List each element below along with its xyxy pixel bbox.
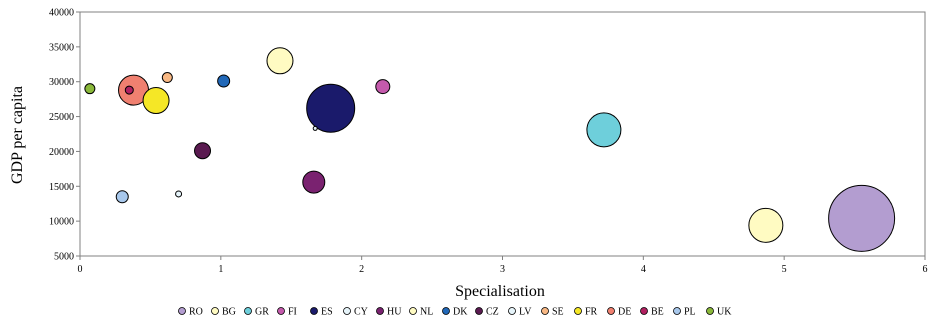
legend-marker (310, 307, 318, 315)
bubbles (84, 47, 896, 252)
legend: RO BG GR FI ES CY HU NL DK CZ LV SE FR DE BE PL UK (178, 307, 732, 318)
legend-marker (475, 307, 483, 315)
x-tick-label: 0 (78, 264, 83, 275)
legend-label: DK (453, 307, 468, 318)
tick-labels: 0 1 2 3 4 5 6 5000 10000 15000 20000 25000 30000 3500… (49, 8, 928, 276)
legend-item-nl: NL (409, 307, 433, 318)
legend-item-cy: CY (343, 307, 368, 318)
legend-label: UK (717, 307, 732, 318)
legend-item-hu: HU (376, 307, 402, 318)
legend-marker (277, 307, 285, 315)
bubble-lv (175, 190, 183, 198)
bubble-fi (375, 79, 391, 95)
x-axis-title: Specialisation (455, 283, 545, 300)
bubble-bg (748, 207, 784, 243)
legend-marker (442, 307, 450, 315)
y-tick-label: 10000 (49, 217, 74, 228)
legend-label: DE (618, 307, 631, 318)
legend-label: CZ (486, 307, 499, 318)
legend-marker (178, 307, 186, 315)
y-axis-title: GDP per capita (9, 86, 26, 184)
legend-item-pl: PL (673, 307, 696, 318)
bubble-cz (194, 142, 212, 160)
y-tick-label: 30000 (49, 77, 74, 88)
legend-label: HU (387, 307, 402, 318)
legend-item-fi: FI (277, 307, 297, 318)
y-tick-label: 5000 (54, 252, 74, 263)
legend-marker (409, 307, 417, 315)
y-tick-label: 35000 (49, 42, 74, 53)
legend-marker (706, 307, 714, 315)
x-tick-label: 6 (923, 264, 928, 275)
y-tick-label: 25000 (49, 112, 74, 123)
bubble-gr (586, 112, 622, 148)
legend-marker (574, 307, 582, 315)
legend-marker (244, 307, 252, 315)
y-tick-label: 15000 (49, 182, 74, 193)
legend-label: GR (255, 307, 269, 318)
axes (76, 11, 926, 260)
x-tick-label: 2 (359, 264, 364, 275)
legend-item-cz: CZ (475, 307, 499, 318)
legend-label: SE (552, 307, 564, 318)
legend-item-de: DE (607, 307, 631, 318)
legend-label: BG (222, 307, 236, 318)
legend-label: NL (420, 307, 433, 318)
y-tick-label: 20000 (49, 147, 74, 158)
legend-item-fr: FR (574, 307, 598, 318)
legend-marker (541, 307, 549, 315)
bubble-se (161, 72, 173, 84)
legend-label: RO (189, 307, 203, 318)
y-tick-label: 40000 (49, 8, 74, 19)
legend-item-lv: LV (508, 307, 532, 318)
legend-marker (673, 307, 681, 315)
bubble-nl (266, 47, 294, 75)
bubble-be (124, 85, 134, 95)
legend-item-se: SE (541, 307, 564, 318)
legend-marker (508, 307, 516, 315)
bubble-es (306, 83, 356, 133)
bubble-dk (217, 74, 231, 88)
legend-marker (640, 307, 648, 315)
legend-item-ro: RO (178, 307, 203, 318)
x-tick-label: 5 (782, 264, 787, 275)
legend-marker (211, 307, 219, 315)
legend-marker (343, 307, 351, 315)
x-tick-label: 1 (218, 264, 223, 275)
x-tick-label: 3 (500, 264, 505, 275)
bubble-hu (302, 170, 326, 194)
legend-item-uk: UK (706, 307, 732, 318)
legend-label: BE (651, 307, 664, 318)
plot-area-border (79, 11, 926, 257)
bubble-pl (115, 190, 129, 204)
legend-label: LV (519, 307, 532, 318)
legend-item-gr: GR (244, 307, 269, 318)
x-tick-label: 4 (641, 264, 646, 275)
legend-item-es: ES (310, 307, 333, 318)
legend-marker (607, 307, 615, 315)
legend-label: PL (684, 307, 696, 318)
legend-item-bg: BG (211, 307, 236, 318)
legend-label: FI (288, 307, 297, 318)
legend-item-dk: DK (442, 307, 468, 318)
legend-label: CY (354, 307, 368, 318)
bubble-uk (84, 83, 96, 95)
legend-label: ES (321, 307, 333, 318)
legend-item-be: BE (640, 307, 664, 318)
bubble-fr (142, 87, 170, 115)
legend-marker (376, 307, 384, 315)
bubble-cy (312, 125, 318, 131)
legend-label: FR (585, 307, 598, 318)
bubble-ro (828, 184, 896, 252)
